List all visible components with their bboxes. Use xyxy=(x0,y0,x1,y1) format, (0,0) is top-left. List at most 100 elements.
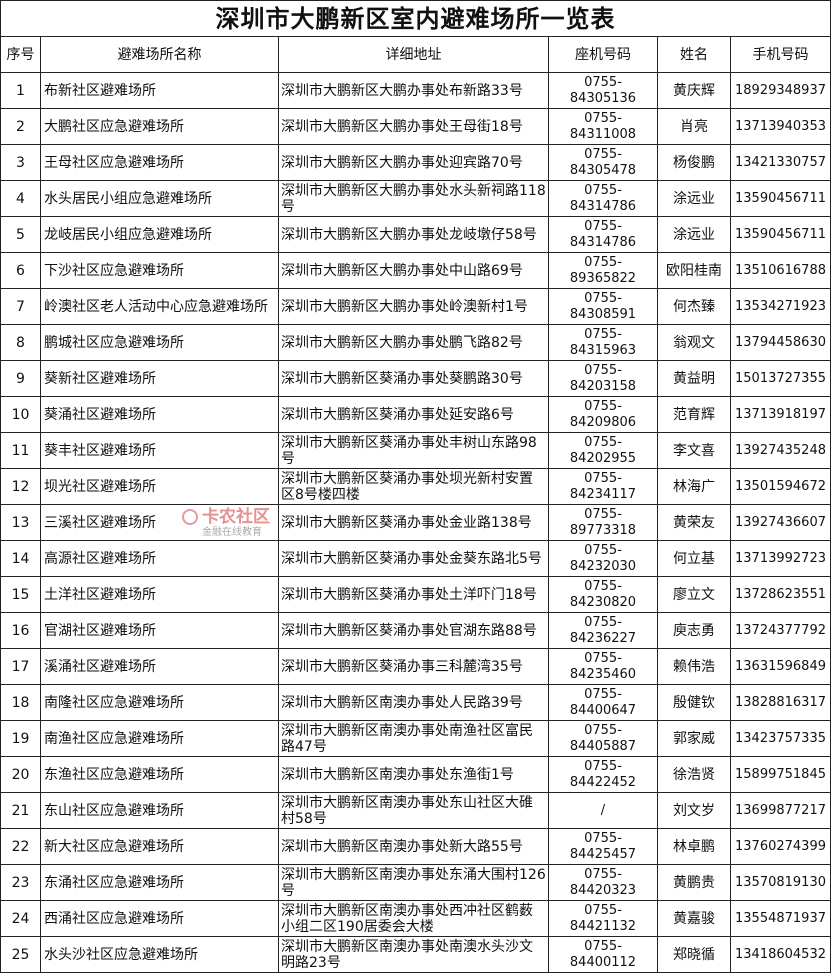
table-row: 22 新大社区应急避难场所 深圳市大鹏新区南澳办事处新大路55号 0755-84425… xyxy=(0,828,831,865)
contact-name: 黄益明 xyxy=(657,360,731,397)
contact-name: 何杰臻 xyxy=(657,288,731,325)
row-index: 4 xyxy=(0,180,41,217)
mobile: 13728623551 xyxy=(729,576,831,613)
address: 深圳市大鹏新区南澳办事处新大路55号 xyxy=(278,828,549,865)
row-index: 20 xyxy=(0,756,41,793)
table-row: 2 大鹏社区应急避难场所 深圳市大鹏新区大鹏办事处王母街18号 0755-843110… xyxy=(0,108,831,145)
table-row: 14 高源社区避难场所 深圳市大鹏新区葵涌办事处金葵东路北5号 0755-842320… xyxy=(0,540,831,577)
row-index: 11 xyxy=(0,432,41,469)
contact-name: 林海广 xyxy=(657,468,731,505)
landline: 0755-84308591 xyxy=(548,288,658,325)
shelter-name: 水头沙社区应急避难场所 xyxy=(40,936,279,973)
shelter-name: 王母社区应急避难场所 xyxy=(40,144,279,181)
shelter-name: 东渔社区应急避难场所 xyxy=(40,756,279,793)
table-body: 1 布新社区避难场所 深圳市大鹏新区大鹏办事处布新路33号 0755-84305136… xyxy=(0,72,831,973)
header-landline: 座机号码 xyxy=(548,36,658,73)
shelter-name: 龙岐居民小组应急避难场所 xyxy=(40,216,279,253)
contact-name: 黄庆辉 xyxy=(657,72,731,109)
contact-name: 郑晓循 xyxy=(657,936,731,973)
shelter-name: 鹏城社区应急避难场所 xyxy=(40,324,279,361)
landline: 0755-84405887 xyxy=(548,720,658,757)
landline: 0755-84235460 xyxy=(548,648,658,685)
contact-name: 黄荣友 xyxy=(657,504,731,541)
landline: 0755-84311008 xyxy=(548,108,658,145)
mobile: 13828816317 xyxy=(729,684,831,721)
address: 深圳市大鹏新区大鹏办事处岭澳新村1号 xyxy=(278,288,549,325)
mobile: 13423757335 xyxy=(729,720,831,757)
landline: / xyxy=(548,792,658,829)
table-row: 11 葵丰社区避难场所 深圳市大鹏新区葵涌办事处丰树山东路98号 0755-84202… xyxy=(0,432,831,469)
mobile: 13927435248 xyxy=(729,432,831,469)
shelter-name: 南隆社区应急避难场所 xyxy=(40,684,279,721)
landline: 0755-84400647 xyxy=(548,684,658,721)
contact-name: 范育辉 xyxy=(657,396,731,433)
page-title: 深圳市大鹏新区室内避难场所一览表 xyxy=(0,0,831,37)
mobile: 13421330757 xyxy=(729,144,831,181)
header-row: 序号 避难场所名称 详细地址 座机号码 姓名 手机号码 xyxy=(0,36,831,73)
mobile: 13713940353 xyxy=(729,108,831,145)
address: 深圳市大鹏新区大鹏办事处王母街18号 xyxy=(278,108,549,145)
row-index: 16 xyxy=(0,612,41,649)
row-index: 5 xyxy=(0,216,41,253)
address: 深圳市大鹏新区大鹏办事处龙岐墩仔58号 xyxy=(278,216,549,253)
mobile: 13927436607 xyxy=(729,504,831,541)
landline: 0755-84236227 xyxy=(548,612,658,649)
address: 深圳市大鹏新区葵涌办事处官湖东路88号 xyxy=(278,612,549,649)
address: 深圳市大鹏新区南澳办事处南澳水头沙文明路23号 xyxy=(278,936,549,973)
landline: 0755-84314786 xyxy=(548,180,658,217)
contact-name: 欧阳桂南 xyxy=(657,252,731,289)
row-index: 2 xyxy=(0,108,41,145)
table-row: 17 溪涌社区避难场所 深圳市大鹏新区葵涌办事三科麓湾35号 0755-8423546… xyxy=(0,648,831,685)
table-row: 1 布新社区避难场所 深圳市大鹏新区大鹏办事处布新路33号 0755-84305136… xyxy=(0,72,831,109)
mobile: 13760274399 xyxy=(729,828,831,865)
landline: 0755-89773318 xyxy=(548,504,658,541)
address: 深圳市大鹏新区葵涌办事处丰树山东路98号 xyxy=(278,432,549,469)
shelter-name: 葵丰社区避难场所 xyxy=(40,432,279,469)
shelter-name: 新大社区应急避难场所 xyxy=(40,828,279,865)
address: 深圳市大鹏新区南澳办事处南渔社区富民路47号 xyxy=(278,720,549,757)
mobile: 13501594672 xyxy=(729,468,831,505)
address: 深圳市大鹏新区葵涌办事处金业路138号 xyxy=(278,504,549,541)
table-row: 18 南隆社区应急避难场所 深圳市大鹏新区南澳办事处人民路39号 0755-84400… xyxy=(0,684,831,721)
address: 深圳市大鹏新区葵涌办事处坝光新村安置区8号楼四楼 xyxy=(278,468,549,505)
mobile: 15899751845 xyxy=(729,756,831,793)
contact-name: 黄鹏贵 xyxy=(657,864,731,901)
landline: 0755-84203158 xyxy=(548,360,658,397)
landline: 0755-84315963 xyxy=(548,324,658,361)
landline: 0755-84420323 xyxy=(548,864,658,901)
table-row: 19 南渔社区应急避难场所 深圳市大鹏新区南澳办事处南渔社区富民路47号 0755-8… xyxy=(0,720,831,757)
address: 深圳市大鹏新区大鹏办事处水头新祠路118号 xyxy=(278,180,549,217)
row-index: 1 xyxy=(0,72,41,109)
landline: 0755-84421132 xyxy=(548,900,658,937)
mobile: 13570819130 xyxy=(729,864,831,901)
mobile: 13699877217 xyxy=(729,792,831,829)
mobile: 13713992723 xyxy=(729,540,831,577)
row-index: 17 xyxy=(0,648,41,685)
row-index: 24 xyxy=(0,900,41,937)
contact-name: 翁观文 xyxy=(657,324,731,361)
mobile: 13724377792 xyxy=(729,612,831,649)
header-shelter-name: 避难场所名称 xyxy=(40,36,279,73)
shelter-name: 葵新社区避难场所 xyxy=(40,360,279,397)
shelter-name: 溪涌社区避难场所 xyxy=(40,648,279,685)
row-index: 7 xyxy=(0,288,41,325)
shelter-name: 下沙社区应急避难场所 xyxy=(40,252,279,289)
table-row: 21 东山社区应急避难场所 深圳市大鹏新区南澳办事处东山社区大碓村58号 / 刘文岁 13… xyxy=(0,792,831,829)
address: 深圳市大鹏新区葵涌办事处延安路6号 xyxy=(278,396,549,433)
address: 深圳市大鹏新区大鹏办事处中山路69号 xyxy=(278,252,549,289)
table-row: 23 东涌社区应急避难场所 深圳市大鹏新区南澳办事处东涌大围村126号 0755-84… xyxy=(0,864,831,901)
landline: 0755-84230820 xyxy=(548,576,658,613)
mobile: 13534271923 xyxy=(729,288,831,325)
landline: 0755-84209806 xyxy=(548,396,658,433)
mobile: 13510616788 xyxy=(729,252,831,289)
landline: 0755-84422452 xyxy=(548,756,658,793)
landline: 0755-84305478 xyxy=(548,144,658,181)
table-row: 7 岭澳社区老人活动中心应急避难场所 深圳市大鹏新区大鹏办事处岭澳新村1号 0755-… xyxy=(0,288,831,325)
contact-name: 庾志勇 xyxy=(657,612,731,649)
address: 深圳市大鹏新区葵涌办事处土洋吓门18号 xyxy=(278,576,549,613)
row-index: 12 xyxy=(0,468,41,505)
contact-name: 何立基 xyxy=(657,540,731,577)
row-index: 14 xyxy=(0,540,41,577)
table-row: 4 水头居民小组应急避难场所 深圳市大鹏新区大鹏办事处水头新祠路118号 0755-8… xyxy=(0,180,831,217)
landline: 0755-84305136 xyxy=(548,72,658,109)
